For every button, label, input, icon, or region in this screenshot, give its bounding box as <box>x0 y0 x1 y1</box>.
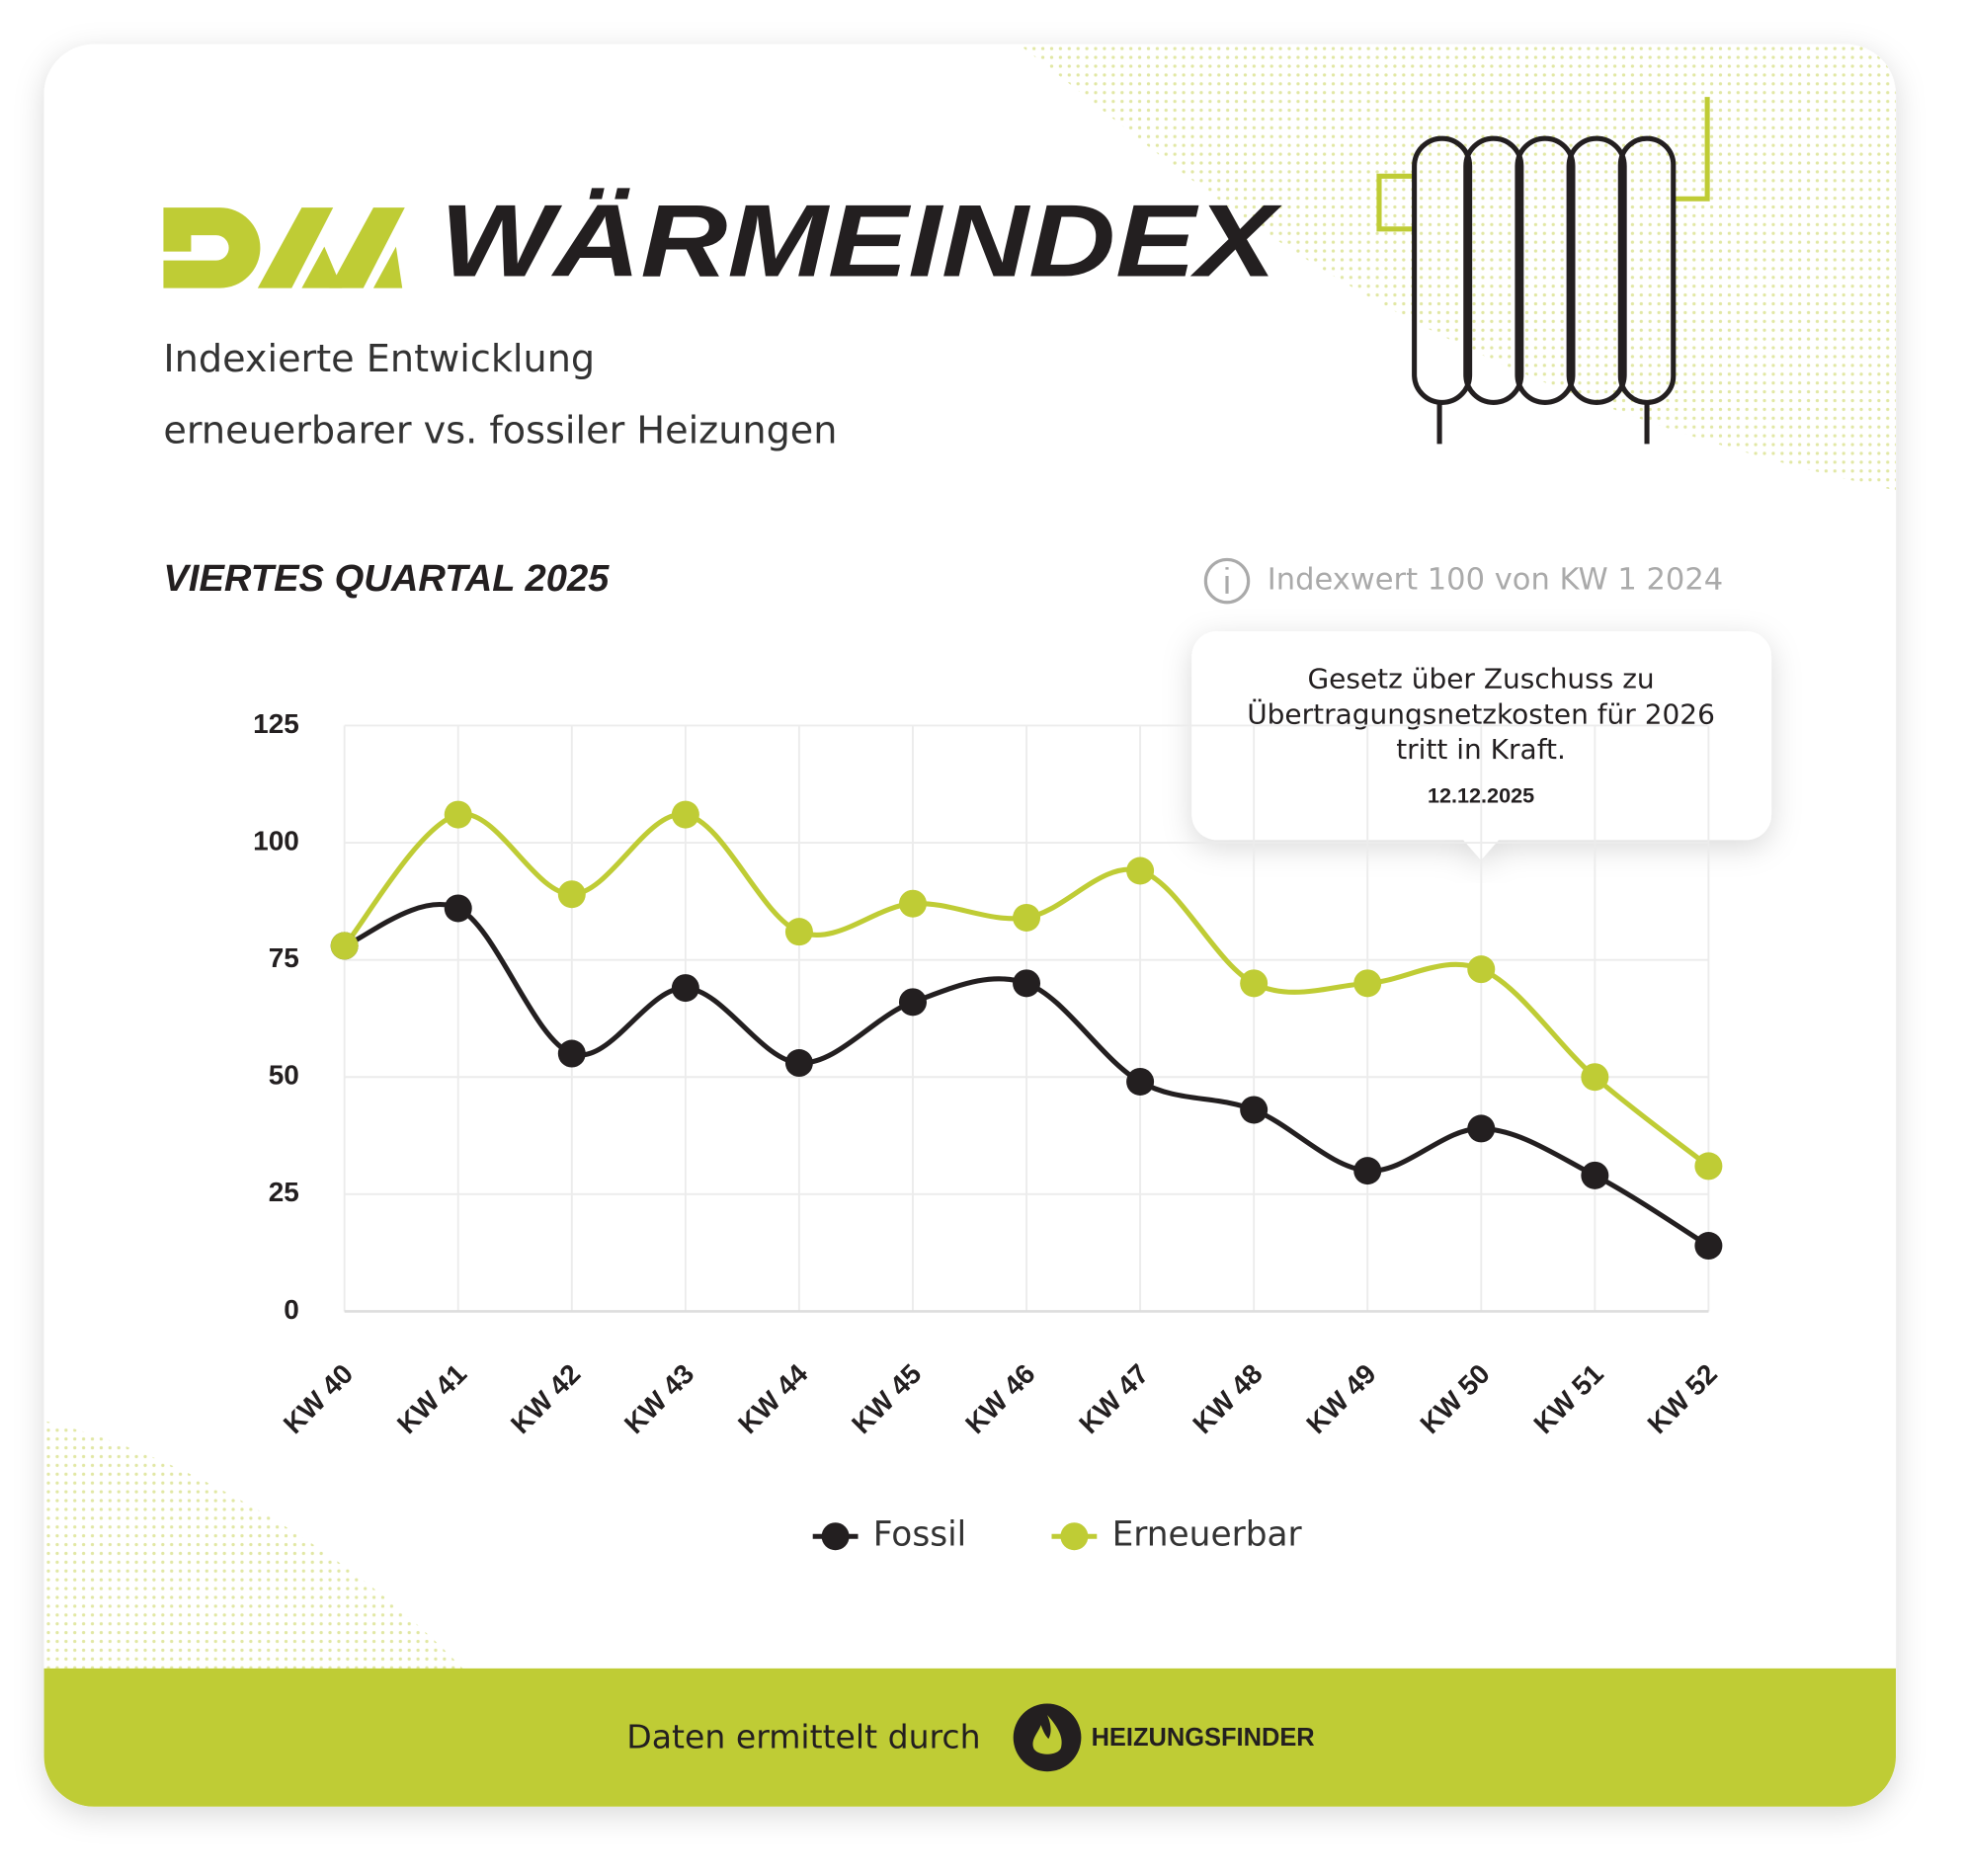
y-tick-label: 50 <box>269 1060 299 1091</box>
data-point <box>330 932 359 960</box>
y-tick-label: 125 <box>253 708 299 739</box>
data-point <box>1126 1067 1155 1096</box>
subtitle: Indexierte Entwicklung <box>163 338 595 381</box>
data-point <box>557 880 586 909</box>
legend-label: Fossil <box>873 1515 966 1555</box>
y-tick-label: 25 <box>269 1177 299 1207</box>
data-point <box>1467 955 1496 984</box>
data-point <box>557 1039 586 1068</box>
subtitle: erneuerbarer vs. fossiler Heizungen <box>163 409 837 452</box>
data-point <box>671 800 699 829</box>
y-tick-label: 100 <box>253 825 299 856</box>
data-point <box>1353 969 1382 998</box>
data-point <box>1694 1232 1723 1261</box>
data-point <box>1240 969 1269 998</box>
data-point <box>671 974 699 1003</box>
data-point <box>1467 1114 1496 1143</box>
data-point <box>444 894 472 923</box>
card <box>43 43 1897 1807</box>
legend-marker <box>1060 1522 1089 1551</box>
title: WÄRMEINDEX <box>440 185 1282 299</box>
dots-top <box>1018 43 1897 491</box>
data-point <box>1240 1096 1269 1124</box>
y-tick-label: 75 <box>269 942 299 973</box>
data-point <box>784 918 813 946</box>
info-icon <box>1203 557 1251 605</box>
data-point <box>1581 1063 1609 1092</box>
logo <box>163 207 405 288</box>
legend-label: Erneuerbar <box>1112 1515 1303 1555</box>
data-point <box>1694 1152 1723 1181</box>
data-point <box>1581 1161 1609 1189</box>
data-point <box>898 889 927 918</box>
data-point <box>1013 969 1041 998</box>
footer-band <box>43 1668 1897 1807</box>
brand-icon <box>1013 1703 1082 1772</box>
brand-name: HEIZUNGSFINDER <box>1092 1724 1315 1752</box>
data-point <box>1353 1157 1382 1185</box>
data-point <box>784 1049 813 1078</box>
info-note: Indexwert 100 von KW 1 2024 <box>1268 563 1723 598</box>
data-point <box>1126 856 1155 885</box>
annotation-text: Gesetz über Zuschuss zu <box>1307 663 1654 695</box>
data-point <box>1013 903 1041 932</box>
legend-marker <box>821 1522 850 1551</box>
footer-text: Daten ermittelt durch <box>626 1718 980 1756</box>
decoration <box>43 43 1897 1807</box>
y-tick-label: 0 <box>284 1294 299 1325</box>
data-point <box>898 988 927 1017</box>
dots-bottom <box>43 1421 478 1685</box>
data-point <box>444 800 472 829</box>
radiator-icon <box>1376 97 1710 445</box>
chart-title: VIERTES QUARTAL 2025 <box>163 557 610 600</box>
